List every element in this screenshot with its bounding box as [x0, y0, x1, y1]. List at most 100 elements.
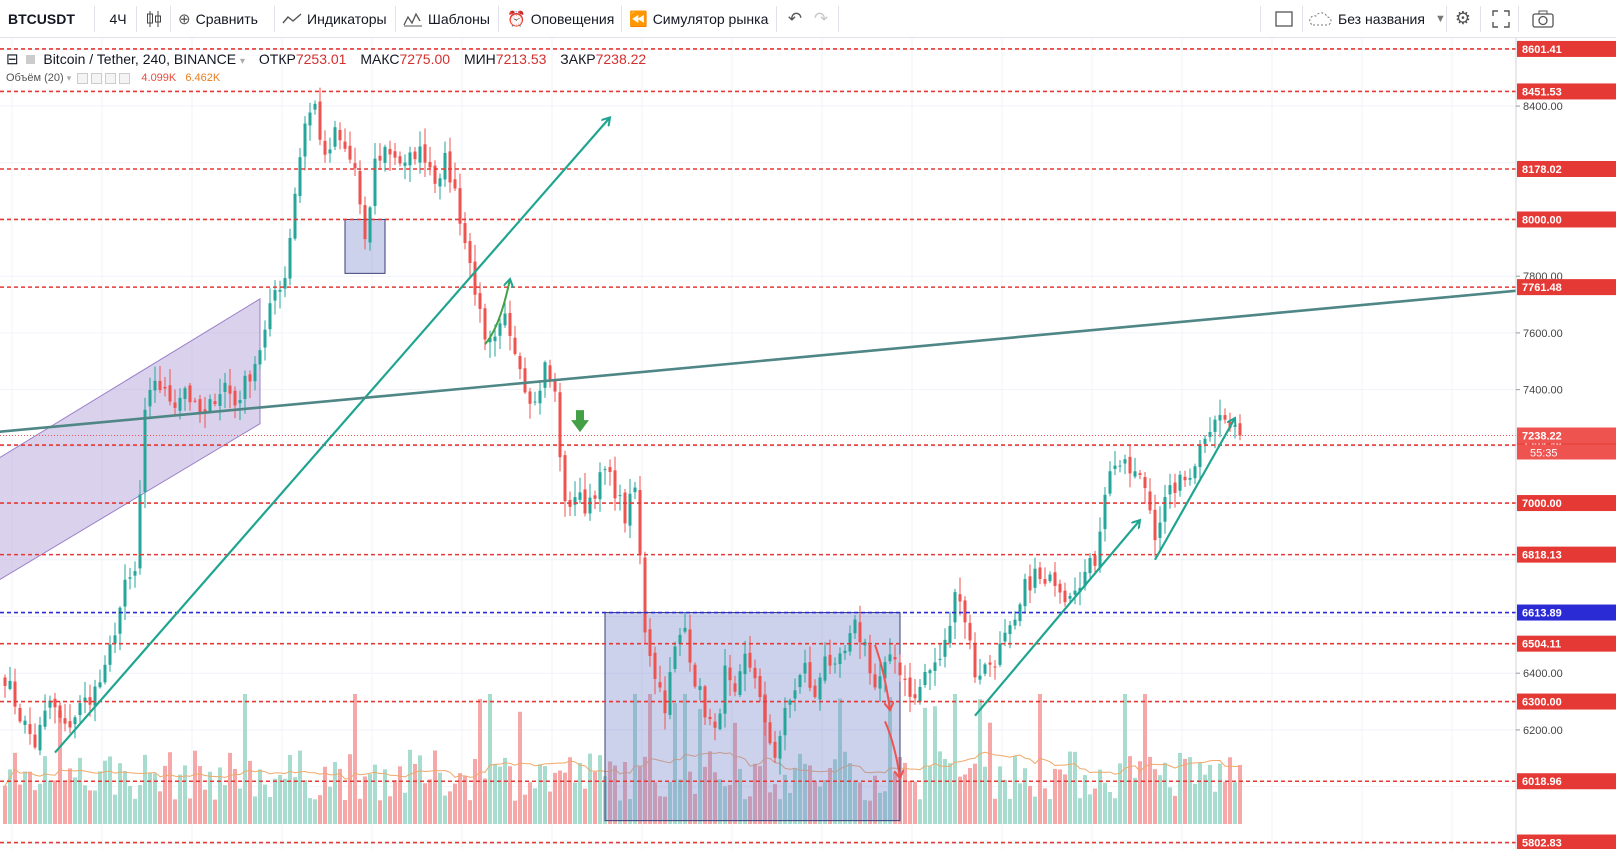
volume-bar [608, 761, 612, 824]
symbol-search-button[interactable]: BTCUSDT [0, 0, 94, 37]
candle-body [463, 223, 467, 244]
separator [136, 6, 137, 32]
layout-name-button[interactable]: Без названия ▼ [1308, 0, 1446, 37]
volume-bar [878, 792, 882, 824]
candle-body [38, 724, 42, 751]
delete-icon[interactable] [105, 72, 117, 84]
high-label: МАКС [360, 51, 400, 67]
candle-body [218, 394, 222, 406]
candle-body [1113, 465, 1117, 469]
volume-bar [1143, 694, 1147, 824]
price-chart[interactable]: 6200.006400.007400.007600.007800.008400.… [0, 38, 1616, 849]
volume-bar [278, 775, 282, 824]
candle-body [243, 375, 247, 400]
volume-bar [823, 780, 827, 824]
candle-body [238, 399, 242, 404]
candle-body [128, 577, 132, 579]
chart-legend: ⊟ Bitcoin / Tether, 240, BINANCE ▾ ОТКР7… [6, 50, 646, 68]
candle-body [878, 676, 882, 689]
candle-body [813, 685, 817, 698]
candle-body [248, 374, 252, 382]
volume-bar [523, 794, 527, 824]
candle-body [748, 652, 752, 668]
undo-button[interactable]: ↶ [786, 0, 804, 37]
window-toggle-button[interactable] [1272, 0, 1296, 37]
volume-bar [1158, 775, 1162, 824]
candle-body [548, 365, 552, 382]
window-icon [1275, 10, 1293, 27]
candle-body [833, 663, 837, 665]
candle-body [43, 710, 47, 727]
volume-bar [153, 773, 157, 824]
volume-bar [193, 750, 197, 824]
level-price-label-bg [1517, 279, 1616, 296]
redo-button[interactable]: ↷ [812, 0, 830, 37]
top-toolbar: BTCUSDT 4Ч ⊕ Сравнить Индикаторы Шаблоны … [0, 0, 1616, 38]
close-icon[interactable] [119, 72, 131, 84]
candle-body [273, 290, 277, 301]
replay-button[interactable]: ⏪ Симулятор рынка [629, 0, 768, 37]
candle-body [733, 683, 737, 692]
volume-bar [238, 788, 242, 824]
volume-bar [1168, 787, 1172, 824]
volume-bar [78, 757, 82, 824]
candle-body [33, 734, 37, 748]
volume-bar [458, 773, 462, 824]
candle-body [153, 380, 157, 391]
interval-label: 4Ч [109, 10, 127, 27]
collapse-icon[interactable]: ⊟ [6, 51, 19, 68]
candle-body [648, 629, 652, 657]
volume-bar [708, 751, 712, 824]
curved-arrow-drawing [874, 644, 890, 710]
volume-bar [828, 767, 832, 824]
volume-bar [323, 766, 327, 824]
level-price-label: 6018.96 [1522, 776, 1562, 788]
candle-body [1083, 571, 1087, 587]
volume-bar [353, 694, 357, 824]
candle-body [1233, 425, 1237, 427]
settings-button[interactable]: ⚙ [1452, 0, 1474, 37]
templates-button[interactable]: Шаблоны [403, 0, 490, 37]
compare-label: Сравнить [195, 10, 258, 27]
candle-body [618, 495, 622, 497]
chevron-down-icon: ▼ [1434, 12, 1446, 25]
alerts-button[interactable]: ⏰ Оповещения [507, 0, 614, 37]
eye-icon[interactable] [77, 72, 89, 84]
level-price-label-bg [1517, 40, 1616, 57]
volume-bar [1173, 795, 1177, 824]
separator [1446, 6, 1447, 32]
open-label: ОТКР [258, 51, 296, 67]
snapshot-button[interactable] [1530, 0, 1556, 37]
candle-body [103, 664, 107, 683]
candle-body [398, 156, 402, 164]
chart-style-button[interactable] [142, 0, 166, 37]
candle-body [368, 207, 372, 243]
candle-body [23, 720, 27, 725]
candle-body [188, 385, 192, 403]
volume-bar [833, 759, 837, 824]
volume-bar [58, 710, 62, 824]
candle-body [343, 141, 347, 149]
volume-bar [403, 792, 407, 824]
indicators-button[interactable]: Индикаторы [282, 0, 387, 37]
candle-body [973, 643, 977, 678]
volume-bar [838, 698, 842, 824]
volume-bar [638, 766, 642, 824]
volume-bar [113, 794, 117, 824]
volume-bar [848, 763, 852, 824]
candle-body [478, 293, 482, 309]
volume-bar [188, 798, 192, 824]
alerts-label: Оповещения [530, 10, 615, 27]
volume-bar [1108, 792, 1112, 824]
volume-bar [778, 799, 782, 824]
volume-bar [548, 791, 552, 824]
chevron-down-icon[interactable]: ▾ [239, 56, 246, 67]
compare-button[interactable]: ⊕ Сравнить [178, 0, 258, 37]
volume-bar [953, 694, 957, 824]
fullscreen-button[interactable] [1490, 0, 1512, 37]
chevron-down-icon[interactable]: ▾ [66, 73, 72, 83]
candle-body [493, 336, 497, 342]
settings-icon[interactable] [91, 72, 103, 84]
candle-body [93, 686, 97, 706]
interval-button[interactable]: 4Ч [100, 0, 136, 37]
